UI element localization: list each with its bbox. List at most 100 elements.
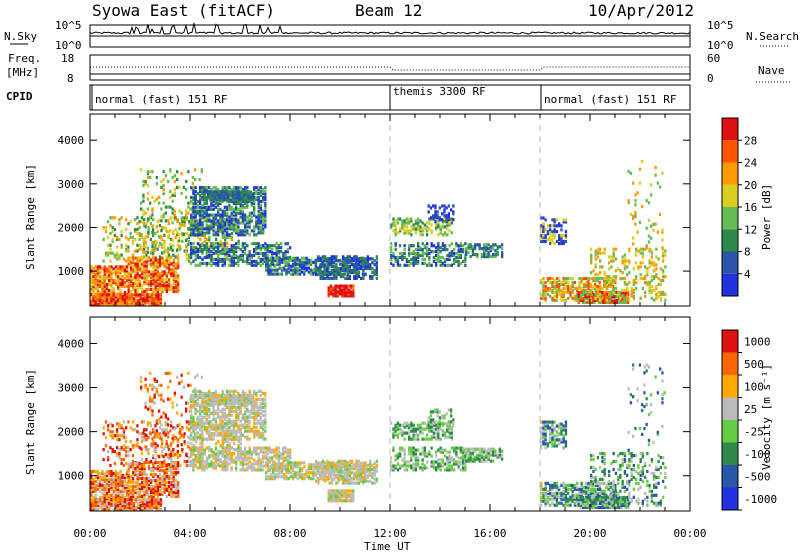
heatmap-cell — [114, 473, 118, 477]
heatmap-cell — [264, 213, 267, 217]
heatmap-cell — [138, 465, 142, 469]
heatmap-cell — [140, 235, 144, 239]
heatmap-cell — [99, 290, 102, 294]
heatmap-cell — [113, 227, 117, 232]
heatmap-cell — [121, 279, 124, 283]
heatmap-cell — [241, 244, 244, 248]
heatmap-cell — [105, 295, 109, 299]
heatmap-cell — [622, 291, 625, 295]
heatmap-cell — [131, 239, 135, 243]
cpid-segment-2: normal (fast) 151 RF — [544, 93, 676, 106]
heatmap-cell — [130, 301, 133, 305]
colorbar-tick-label: 12 — [744, 223, 757, 236]
heatmap-cell — [540, 279, 543, 283]
heatmap-cell — [159, 508, 163, 512]
heatmap-cell — [207, 194, 210, 198]
heatmap-cell — [271, 248, 274, 252]
heatmap-cell — [138, 482, 142, 487]
heatmap-cell — [222, 198, 225, 202]
heatmap-cell — [150, 284, 153, 288]
heatmap-cell — [292, 258, 295, 262]
heatmap-cell — [210, 242, 213, 246]
heatmap-cell — [151, 225, 154, 229]
heatmap-cell — [160, 219, 163, 223]
heatmap-cell — [127, 420, 130, 424]
heatmap-cell — [181, 450, 184, 454]
heatmap-cell — [632, 296, 635, 300]
heatmap-cell — [223, 227, 226, 231]
heatmap-cell — [208, 261, 211, 265]
heatmap-cell — [434, 204, 437, 208]
heatmap-cell — [447, 212, 450, 216]
heatmap-cell — [170, 494, 173, 498]
heatmap-cell — [134, 444, 137, 448]
heatmap-cell — [208, 229, 211, 233]
heatmap-cell — [94, 483, 97, 487]
heatmap-cell — [334, 290, 337, 294]
heatmap-cell — [156, 444, 159, 448]
heatmap-cell — [136, 282, 139, 286]
heatmap-cell — [123, 487, 127, 491]
heatmap-cell — [201, 250, 204, 254]
heatmap-cell — [111, 448, 114, 452]
heatmap-cell — [190, 442, 193, 446]
heatmap-cell — [326, 272, 329, 277]
heatmap-cell — [161, 450, 164, 454]
heatmap-cell — [99, 485, 102, 489]
heatmap-cell — [230, 227, 233, 231]
heatmap-cell — [101, 500, 104, 504]
cpid-label: CPID — [6, 90, 33, 103]
heatmap-cell — [143, 224, 146, 228]
heatmap-cell — [194, 193, 197, 198]
heatmap-cell — [199, 186, 202, 190]
heatmap-cell — [253, 201, 256, 205]
heatmap-cell — [346, 267, 349, 271]
heatmap-cell — [154, 260, 157, 264]
heatmap-cell — [233, 442, 236, 446]
heatmap-cell — [156, 480, 160, 485]
heatmap-cell — [127, 222, 130, 226]
heatmap-cell — [134, 282, 137, 286]
heatmap-cell — [177, 260, 180, 264]
heatmap-cell — [248, 261, 251, 265]
heatmap-cell — [373, 263, 376, 267]
heatmap-cell — [441, 255, 444, 260]
heatmap-cell — [152, 478, 155, 483]
heatmap-cell — [278, 262, 281, 266]
heatmap-cell — [116, 422, 119, 426]
heatmap-cell — [116, 237, 119, 241]
heatmap-cell — [351, 270, 354, 275]
heatmap-cell — [156, 492, 160, 496]
heatmap-cell — [262, 244, 265, 248]
heatmap-cell — [637, 249, 640, 253]
heatmap-cell — [114, 506, 118, 510]
heatmap-cell — [108, 473, 111, 477]
heatmap-cell — [121, 502, 124, 506]
heatmap-cell — [147, 280, 151, 284]
heatmap-cell — [112, 498, 115, 502]
heatmap-cell — [123, 473, 127, 477]
heatmap-cell — [154, 268, 157, 272]
heatmap-cell — [117, 275, 120, 279]
heatmap-cell — [230, 188, 233, 192]
heatmap-cell — [103, 301, 106, 305]
heatmap-cell — [125, 247, 128, 251]
heatmap-cell — [446, 263, 449, 267]
heatmap-cell — [573, 296, 577, 300]
heatmap-cell — [496, 247, 499, 251]
heatmap-cell — [136, 474, 139, 479]
heatmap-cell — [569, 284, 572, 289]
heatmap-cell — [623, 281, 627, 285]
heatmap-cell — [644, 277, 647, 281]
heatmap-cell — [289, 268, 292, 272]
heatmap-cell — [208, 225, 211, 229]
heatmap-cell — [434, 206, 437, 210]
heatmap-cell — [105, 269, 109, 273]
heatmap-cell — [131, 459, 135, 464]
heatmap-cell — [430, 229, 433, 233]
heatmap-cell — [119, 284, 122, 289]
heatmap-cell — [437, 233, 440, 237]
heatmap-cell — [241, 188, 244, 192]
colorbar-segment — [722, 207, 738, 230]
heatmap-cell — [652, 228, 655, 232]
